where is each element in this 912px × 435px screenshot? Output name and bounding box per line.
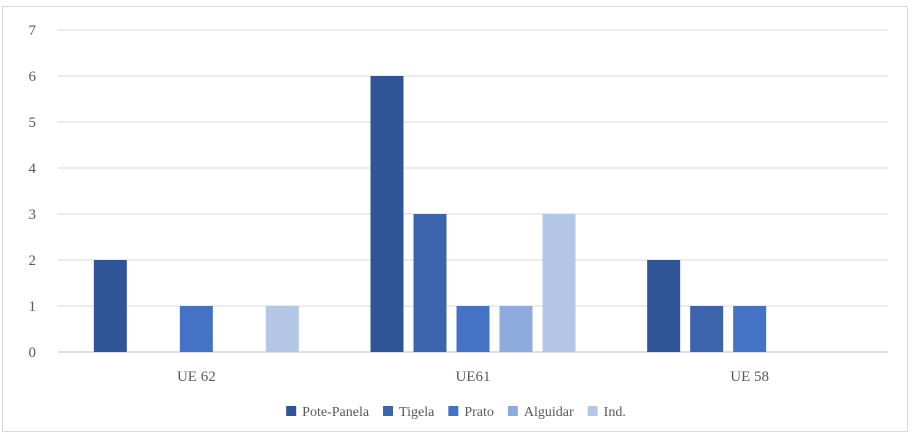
legend-swatch [383, 406, 394, 416]
legend-label: Pote-Panela [302, 405, 370, 420]
gridlines [58, 29, 888, 353]
legend-swatch [448, 406, 459, 416]
bar-ue-58-tigela [690, 306, 724, 352]
legend-label: Alguidar [524, 405, 574, 420]
legend-swatch [587, 406, 598, 416]
bar-ue61-alguidar [499, 306, 533, 352]
y-tick-label: 5 [29, 115, 37, 131]
legend-item: Pote-Panela [286, 405, 370, 420]
x-category-label: UE 58 [730, 369, 769, 385]
y-tick-label: 7 [29, 23, 37, 39]
bar-ue61-tigela [413, 214, 447, 352]
y-axis-ticks: 0 1 2 3 4 5 6 7 [29, 23, 37, 361]
legend: Pote-Panela Tigela Prato Alguidar Ind. [286, 405, 626, 420]
legend-label: Ind. [604, 405, 626, 420]
bar-ue-62-ind- [265, 306, 299, 352]
y-tick-label: 2 [29, 253, 37, 269]
y-tick-label: 0 [29, 345, 37, 361]
legend-item: Tigela [383, 405, 435, 420]
bar-ue-62-prato [179, 306, 213, 352]
x-category-label: UE61 [456, 369, 491, 385]
legend-swatch [507, 406, 518, 416]
chart-frame [2, 6, 908, 432]
x-category-label: UE 62 [177, 369, 216, 385]
y-tick-label: 1 [29, 299, 37, 315]
legend-item: Ind. [587, 405, 626, 420]
bar-ue61-pote-panela [370, 76, 404, 352]
y-tick-label: 3 [29, 207, 37, 223]
legend-label: Tigela [399, 405, 435, 420]
x-axis-categories: UE 62 UE61 UE 58 [177, 369, 769, 385]
legend-swatch [286, 406, 297, 416]
legend-item: Alguidar [507, 405, 574, 420]
bar-ue61-ind- [542, 214, 576, 352]
y-tick-label: 6 [29, 69, 37, 85]
y-tick-label: 4 [29, 161, 37, 177]
bars [93, 76, 767, 352]
legend-label: Prato [464, 405, 494, 420]
bar-ue-58-pote-panela [647, 260, 681, 352]
bar-ue61-prato [456, 306, 490, 352]
bar-ue-62-pote-panela [93, 260, 127, 352]
legend-item: Prato [448, 405, 494, 420]
bar-ue-58-prato [733, 306, 767, 352]
